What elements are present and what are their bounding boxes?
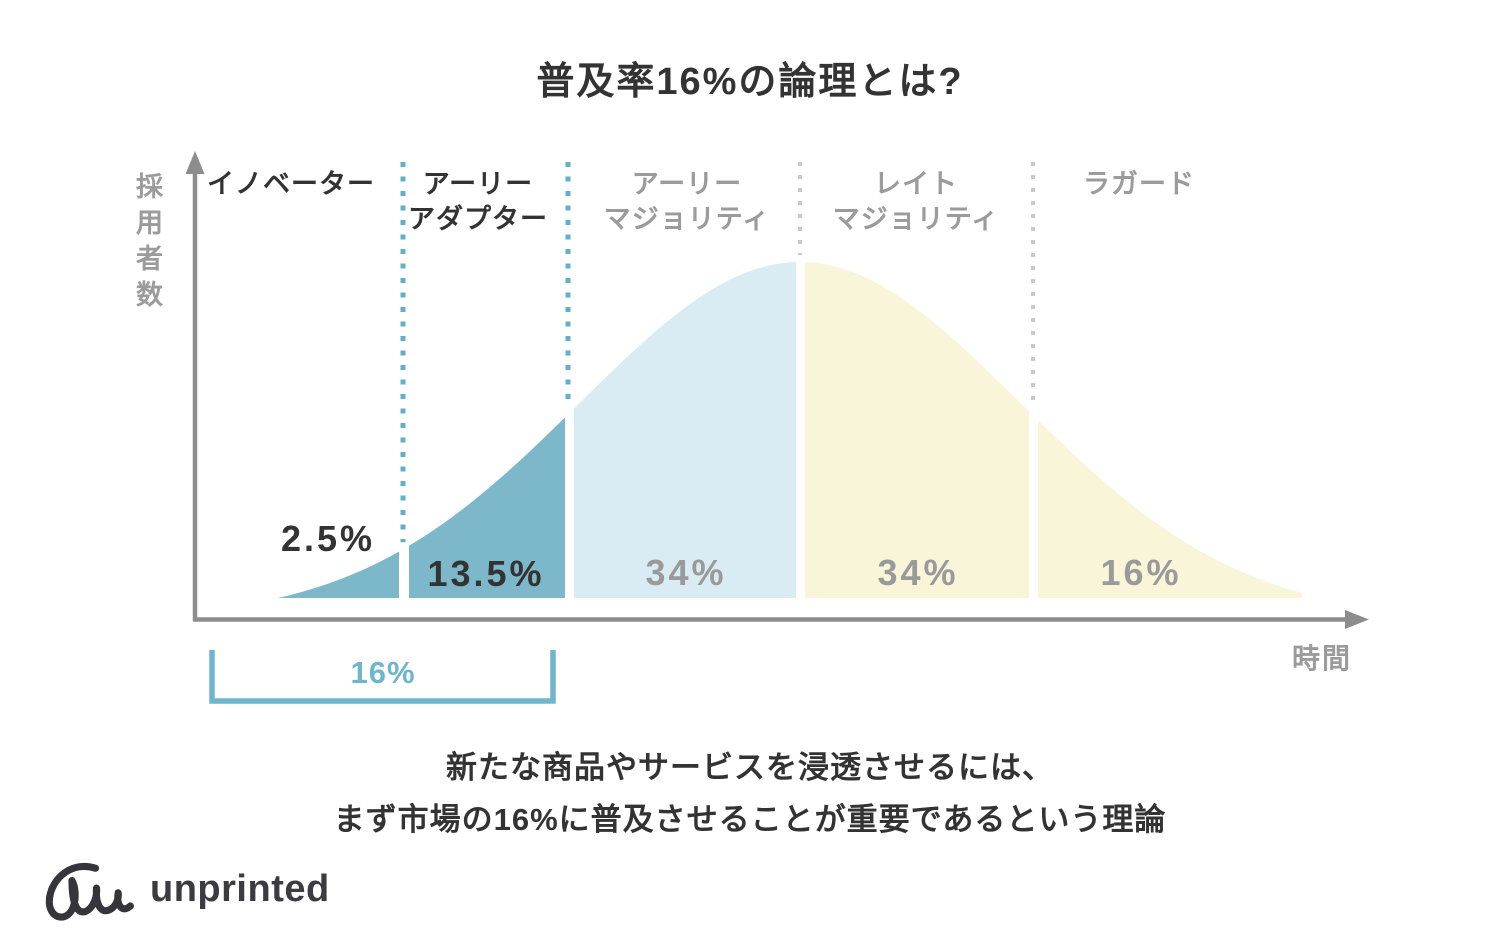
curve-segment-laggards xyxy=(1038,420,1302,598)
segment-label-early-adopters: アーリー アダプター xyxy=(408,167,548,237)
segment-label-innovators: イノベーター xyxy=(207,167,375,202)
curve-segment-innovators xyxy=(278,551,399,598)
value-label-early-adopters: 13.5% xyxy=(427,553,545,594)
y-axis-label: 採用者数 xyxy=(132,172,162,316)
segment-label-line: レイト xyxy=(873,169,958,199)
value-label-innovators: 2.5% xyxy=(280,518,376,559)
x-axis-arrowhead xyxy=(1345,610,1369,629)
curve-segment-early-majority xyxy=(574,262,796,598)
segment-label-early-majority: アーリー マジョリティ xyxy=(604,167,770,237)
segment-label-line: アーリー xyxy=(422,169,534,199)
value-label-late-majority: 34% xyxy=(877,552,959,593)
segment-label-line: マジョリティ xyxy=(603,204,771,234)
segment-label-line: アダプター xyxy=(408,204,548,234)
brand-logo: unprinted xyxy=(40,856,330,922)
segment-label-line: アーリー xyxy=(631,169,743,199)
value-label-early-majority: 34% xyxy=(645,552,727,593)
segment-label-line: ラガード xyxy=(1083,169,1195,199)
y-axis-arrowhead xyxy=(185,151,205,174)
segment-label-line: マジョリティ xyxy=(832,204,1000,234)
value-label-laggards: 16% xyxy=(1100,552,1182,593)
segment-label-line: イノベーター xyxy=(207,169,375,199)
figure-title: 普及率16%の論理とは? xyxy=(536,61,964,103)
footer-note-line1: 新たな商品やサービスを浸透させるには、 xyxy=(446,750,1054,785)
logo-text: unprinted xyxy=(150,867,330,910)
x-axis-label: 時間 xyxy=(1291,643,1353,674)
curve-segment-late-majority xyxy=(805,262,1029,598)
sixteen-percent-bracket-label: 16% xyxy=(350,655,416,690)
logo-squiggle-icon xyxy=(45,863,134,921)
footer-note-line2: まず市場の16%に普及させることが重要であるという理論 xyxy=(333,802,1167,837)
segment-label-laggards: ラガード xyxy=(1083,167,1195,202)
curve-segment-early-adopters xyxy=(409,417,565,598)
sixteen-percent-bracket xyxy=(209,650,556,704)
segment-label-late-majority: レイト マジョリティ xyxy=(833,167,999,237)
